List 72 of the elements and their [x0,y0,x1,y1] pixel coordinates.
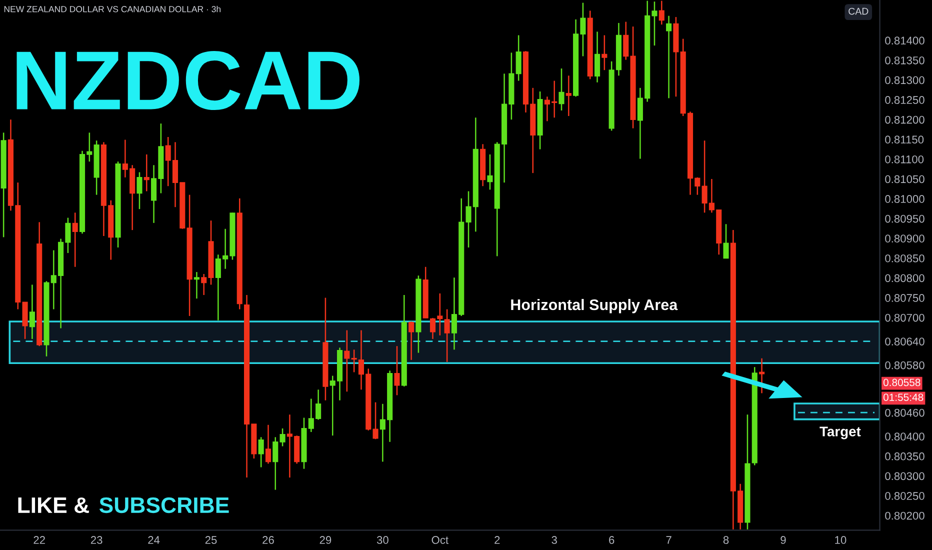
band-label: Horizontal Supply Area [511,298,678,314]
candlestick [666,15,672,99]
x-tick-label: 2 [494,536,500,544]
y-tick-label: 0.80400 [885,432,924,440]
x-tick-label: 10 [835,536,846,544]
candlestick [280,428,286,447]
y-tick-label: 0.81200 [885,116,924,124]
x-tick-label: 29 [320,536,332,544]
candlestick [194,271,200,300]
candlestick [444,308,450,363]
candlestick [408,320,414,361]
y-tick-label: 0.80460 [885,408,924,417]
candlestick [22,302,28,340]
candlestick [558,68,564,112]
x-tick-label: 6 [609,536,614,544]
candlestick [602,34,608,71]
text: NEW ZEALAND DOLLAR VS CANADIAN DOLLAR · 3h [4,6,221,12]
x-tick-label: 26 [262,536,274,544]
annotation: LIKE & [18,497,89,514]
x-tick-label: 25 [205,536,217,544]
y-tick-label: 0.80580 [885,361,924,370]
y-tick-label: 0.81000 [885,195,924,203]
x-tick-label: 22 [34,536,45,544]
candlestick [344,330,350,392]
candlestick [272,436,278,490]
y-tick-label: 0.80350 [885,452,924,460]
candlestick [136,172,142,210]
text: 0.80558 [883,378,920,386]
y-tick-label: 0.80700 [885,314,924,322]
x-tick-label: 9 [780,536,786,544]
y-tick-label: 0.80950 [885,214,924,223]
candlestick [72,212,78,268]
x-tick-label: 7 [666,536,672,544]
y-tick-label: 0.80250 [885,492,924,500]
candlestick [144,154,150,192]
x-tick-label: 23 [90,536,102,544]
band-label: Target [820,426,861,440]
x-tick-label: 3 [552,536,557,544]
y-tick-label: 0.81400 [885,36,924,45]
candlestick [351,349,357,373]
candlestick [658,0,664,26]
x-tick-label: 8 [723,536,729,544]
y-tick-label: 0.80900 [885,234,924,243]
annotation: CAD [848,8,868,15]
candlestick [372,402,378,440]
candlestick [594,31,600,83]
x-tick-label: 24 [148,536,160,544]
y-tick-label: 0.81050 [885,175,924,184]
candlestick [566,75,572,117]
y-tick-label: 0.80750 [885,294,924,302]
y-tick-label: 0.80850 [885,254,924,262]
candlestick [265,424,272,464]
candlestick [623,21,629,60]
y-tick-label: 0.81100 [885,155,924,164]
candlestick [258,436,264,468]
chart-title: NZDCAD [16,51,360,110]
y-tick-label: 0.81350 [885,56,924,64]
candlestick [723,223,729,259]
y-tick-label: 0.81150 [885,136,924,144]
y-tick-label: 0.80300 [885,472,924,480]
candlestick [29,284,35,340]
text: 01:55:48 [883,394,924,401]
x-tick-label: Oct [432,536,448,544]
y-tick-label: 0.80200 [885,512,924,520]
annotation: SUBSCRIBE [99,497,229,514]
candlestick [394,345,400,396]
y-tick-label: 0.81300 [885,76,924,84]
y-tick-label: 0.80640 [885,338,924,346]
x-tick-label: 30 [376,536,388,544]
candlestick [516,34,522,82]
y-tick-label: 0.81250 [885,96,924,104]
y-tick-label: 0.80800 [885,274,924,282]
